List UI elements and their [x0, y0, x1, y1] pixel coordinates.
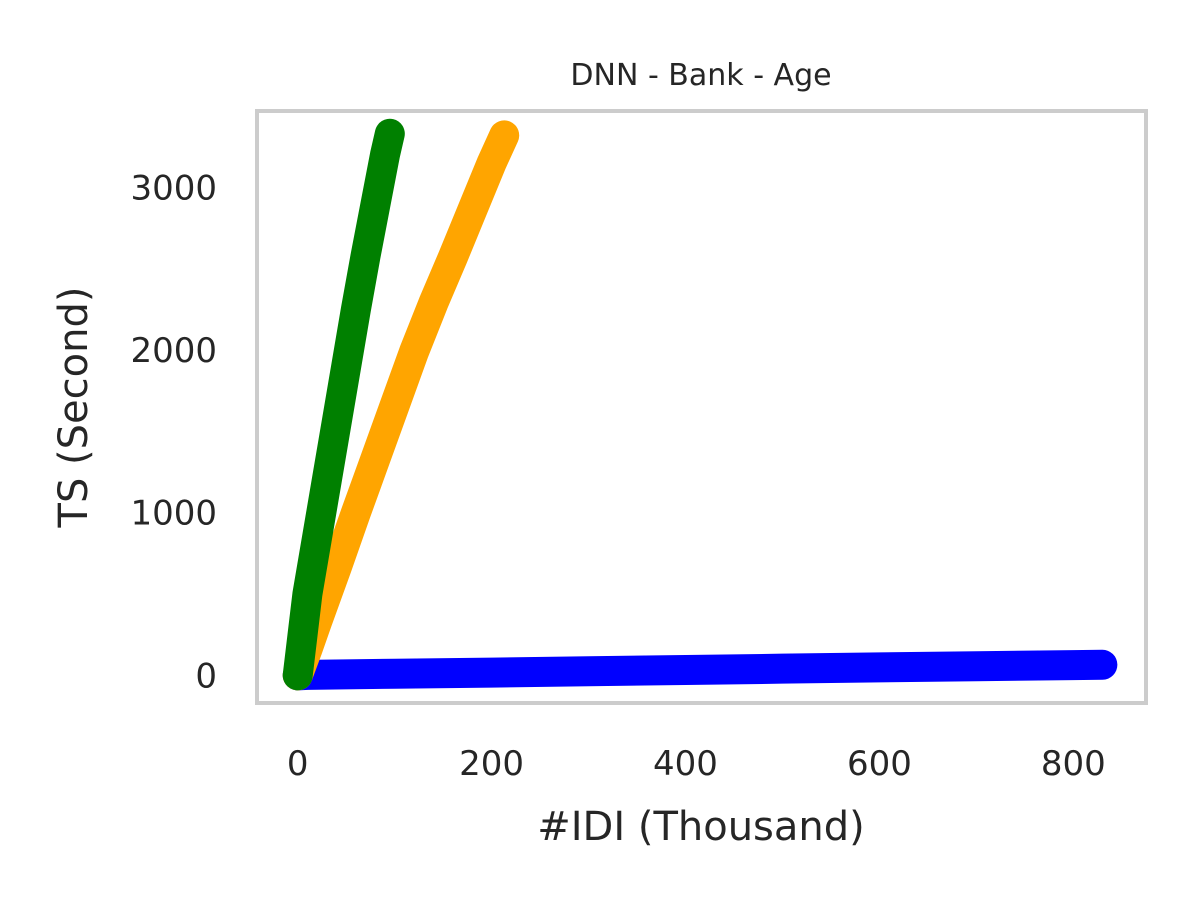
y-axis-ticks: 0 1000 2000 3000: [130, 168, 217, 696]
x-tick-label: 600: [847, 744, 912, 784]
x-tick-label: 400: [653, 744, 718, 784]
x-axis-ticks: 0 200 400 600 800: [287, 744, 1106, 784]
x-axis-label: #IDI (Thousand): [537, 804, 865, 850]
y-tick-label: 1000: [130, 494, 217, 534]
y-tick-label: 3000: [130, 168, 217, 208]
y-tick-label: 0: [195, 656, 217, 696]
y-tick-label: 2000: [130, 331, 217, 371]
chart-title: DNN - Bank - Age: [570, 58, 831, 93]
series-line-3: [282, 118, 405, 691]
series-line-1: [282, 649, 1118, 691]
x-tick-label: 800: [1041, 744, 1106, 784]
x-tick-label: 0: [287, 744, 309, 784]
series-layer: [282, 118, 1118, 691]
x-tick-label: 200: [459, 744, 524, 784]
y-axis-label: TS (Second): [51, 287, 97, 529]
